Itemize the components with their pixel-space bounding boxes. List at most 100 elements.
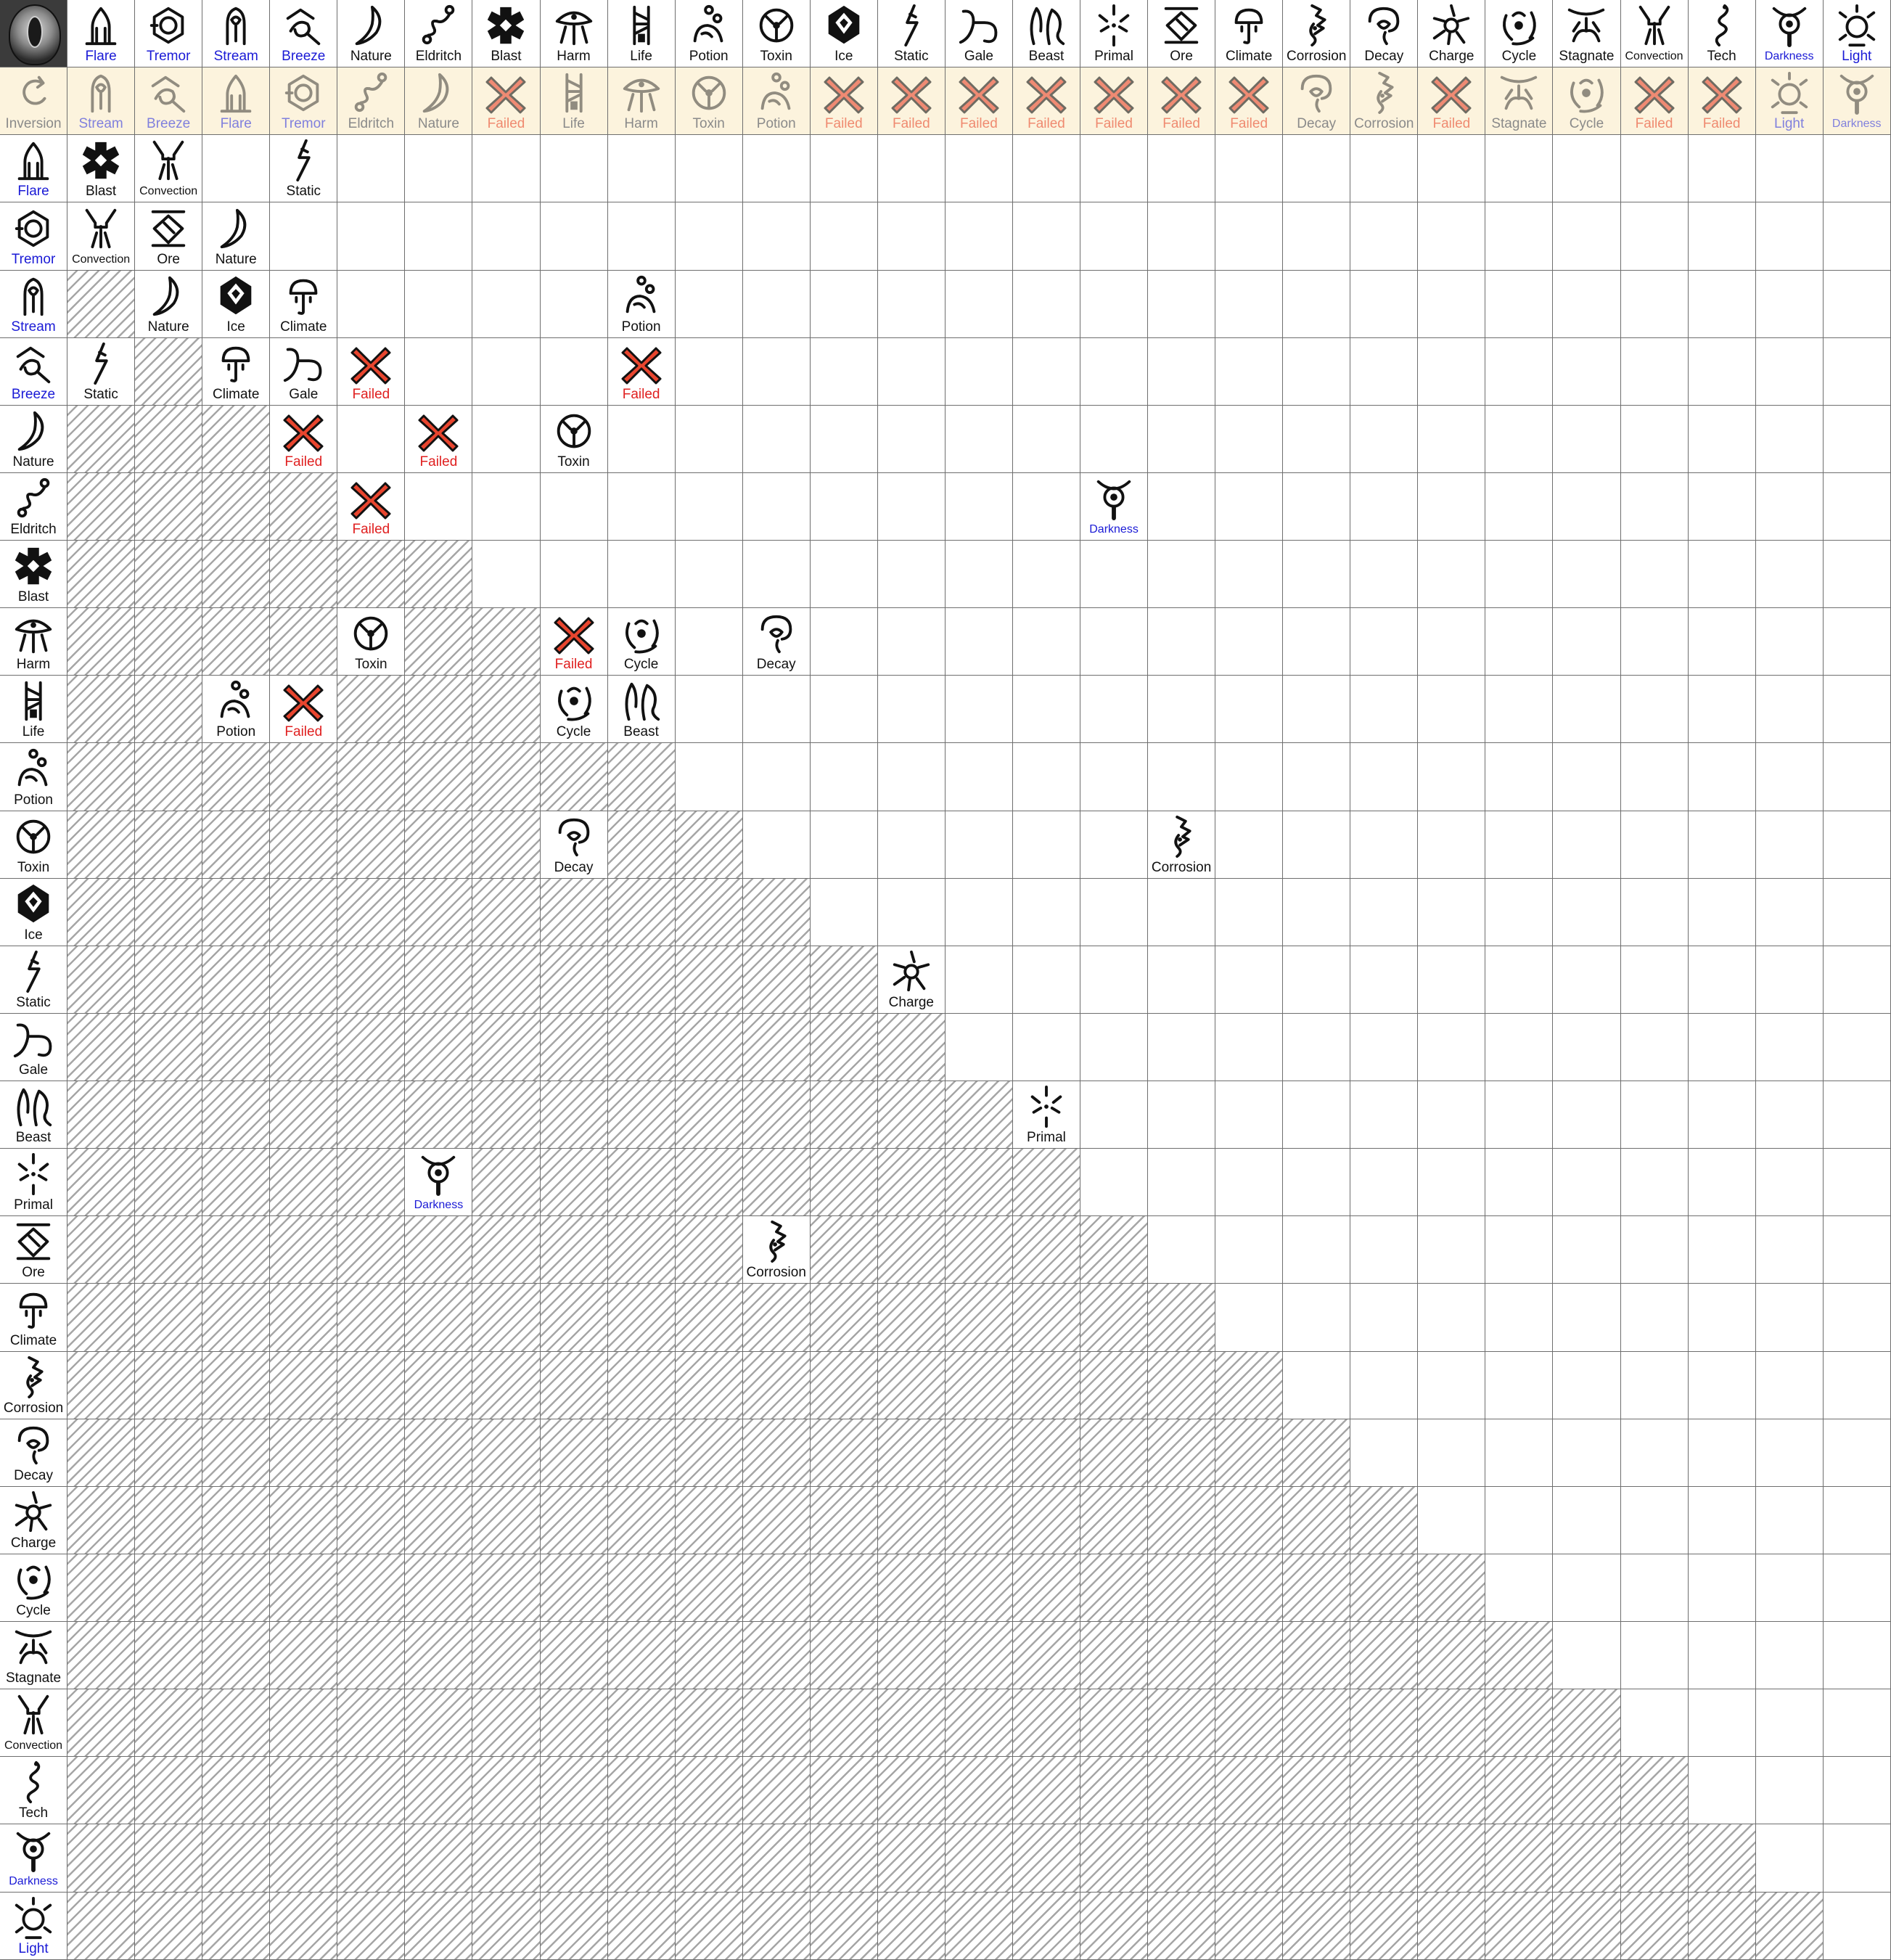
hatched-cell: [67, 878, 136, 946]
row-header-potion: Potion: [0, 743, 68, 811]
empty-cell: [1350, 878, 1419, 946]
empty-cell: [1620, 1081, 1689, 1149]
empty-cell: [1283, 135, 1351, 203]
hatched-cell: [202, 1689, 271, 1758]
eldritch-icon: [414, 3, 462, 48]
hatched-cell: [472, 946, 541, 1014]
hatched-cell: [1553, 1689, 1621, 1758]
hatched-cell: [1012, 1824, 1080, 1893]
cell-label: Corrosion: [3, 1400, 64, 1416]
hatched-cell: [405, 1757, 473, 1825]
hatched-cell: [337, 1486, 406, 1554]
hatched-cell: [135, 878, 203, 946]
column-header-beast: Beast: [1012, 0, 1080, 68]
hatched-cell: [1012, 1149, 1080, 1217]
potion-icon: [685, 3, 733, 48]
row-header-breeze: Breeze: [0, 337, 68, 406]
empty-cell: [810, 608, 878, 676]
hatched-cell: [202, 1622, 271, 1690]
hatched-cell: [472, 1284, 541, 1352]
hatched-cell: [945, 1081, 1013, 1149]
hatched-cell: [540, 1757, 608, 1825]
column-header-blast: Blast: [472, 0, 541, 68]
row-header-climate: Climate: [0, 1284, 68, 1352]
empty-cell: [1148, 1013, 1216, 1081]
cell-label: Eldritch: [348, 116, 395, 132]
hatched-cell: [742, 1081, 811, 1149]
cell-label: Life: [562, 116, 585, 132]
empty-cell: [1350, 135, 1419, 203]
empty-cell: [877, 405, 945, 473]
combination-cell: Failed: [405, 405, 473, 473]
empty-cell: [1350, 1351, 1419, 1419]
row-header-cycle: Cycle: [0, 1554, 68, 1622]
hatched-cell: [270, 472, 338, 541]
harm-icon: [9, 611, 57, 656]
failed-icon: [348, 477, 394, 521]
hatched-cell: [67, 472, 136, 541]
hatched-cell: [405, 743, 473, 811]
empty-cell: [1283, 946, 1351, 1014]
empty-cell: [1823, 472, 1891, 541]
decay-icon: [1292, 70, 1340, 115]
nature-icon: [9, 409, 57, 454]
cell-label: Flare: [85, 49, 117, 65]
gale-icon: [279, 341, 327, 386]
empty-cell: [1755, 472, 1824, 541]
row-header-toxin: Toxin: [0, 811, 68, 879]
empty-cell: [1823, 1149, 1891, 1217]
empty-cell: [1755, 608, 1824, 676]
hatched-cell: [742, 1351, 811, 1419]
empty-cell: [607, 135, 676, 203]
empty-cell: [1553, 1554, 1621, 1622]
cell-label: Primal: [14, 1197, 53, 1213]
hatched-cell: [270, 1081, 338, 1149]
hatched-cell: [337, 1892, 406, 1960]
inversion-cell-primal: Failed: [1080, 67, 1149, 136]
empty-cell: [472, 472, 541, 541]
hatched-cell: [877, 1757, 945, 1825]
empty-cell: [540, 541, 608, 609]
failed-icon: [1631, 72, 1678, 115]
empty-cell: [1553, 1419, 1621, 1487]
empty-cell: [1553, 135, 1621, 203]
hatched-cell: [1553, 1757, 1621, 1825]
row-header-static: Static: [0, 946, 68, 1014]
cell-label: Cycle: [1569, 116, 1604, 132]
corrosion-icon: [9, 1355, 57, 1400]
empty-cell: [675, 337, 743, 406]
hatched-cell: [202, 1892, 271, 1960]
empty-cell: [1553, 1622, 1621, 1690]
hatched-cell: [1215, 1554, 1284, 1622]
hatched-cell: [1553, 1824, 1621, 1893]
combination-cell: Blast: [67, 135, 136, 203]
hatched-cell: [1620, 1757, 1689, 1825]
hatched-cell: [67, 1419, 136, 1487]
empty-cell: [810, 811, 878, 879]
empty-cell: [1350, 270, 1419, 338]
empty-cell: [1012, 541, 1080, 609]
row-header-eldritch: Eldritch: [0, 472, 68, 541]
empty-cell: [1418, 676, 1486, 744]
empty-cell: [945, 202, 1013, 271]
empty-cell: [1823, 1419, 1891, 1487]
empty-cell: [1620, 1351, 1689, 1419]
empty-cell: [1418, 1351, 1486, 1419]
hatched-cell: [405, 878, 473, 946]
hatched-cell: [1350, 1689, 1419, 1758]
empty-cell: [1553, 472, 1621, 541]
empty-cell: [810, 743, 878, 811]
empty-cell: [1283, 878, 1351, 946]
empty-cell: [1080, 337, 1149, 406]
hatched-cell: [67, 946, 136, 1014]
empty-cell: [1620, 1622, 1689, 1690]
empty-cell: [877, 608, 945, 676]
row-header-beast: Beast: [0, 1081, 68, 1149]
empty-cell: [742, 405, 811, 473]
cell-label: Convection: [4, 1739, 63, 1752]
cell-label: Climate: [280, 319, 327, 335]
light-icon: [9, 1895, 57, 1940]
hatched-cell: [135, 1892, 203, 1960]
empty-cell: [1755, 1419, 1824, 1487]
